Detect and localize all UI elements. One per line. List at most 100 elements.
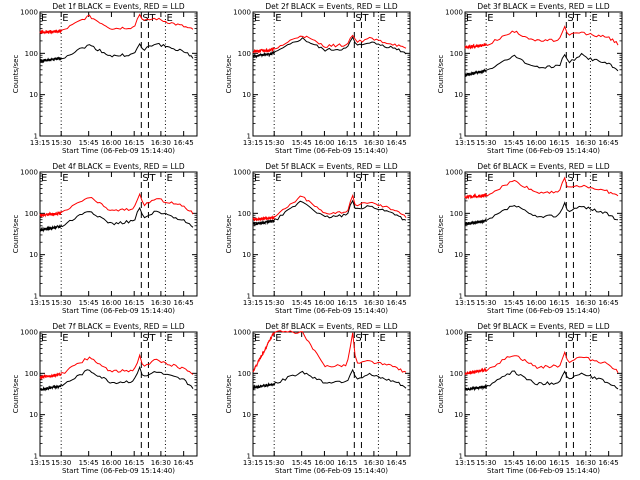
x-tick-label: 16:30 (576, 459, 596, 467)
y-tick-label: 100 (238, 210, 251, 218)
y-tick-label: 1 (459, 133, 463, 141)
panel-title: Det 1f BLACK = Events, RED = LLD (52, 2, 185, 11)
x-tick-label: 16:45 (387, 459, 407, 467)
event-marker-label: E (379, 333, 385, 344)
x-tick-label: 16:15 (337, 299, 357, 307)
y-tick-label: 1 (247, 293, 251, 301)
panel-title: Det 3f BLACK = Events, RED = LLD (477, 2, 610, 11)
x-tick-label: 16:30 (576, 299, 596, 307)
y-tick-label: 1 (459, 453, 463, 461)
x-tick-label: 16:15 (124, 139, 144, 147)
detector-panel: Det 5f BLACK = Events, RED = LLD 1 10 100 10… (225, 162, 411, 315)
panel-title: Det 8f BLACK = Events, RED = LLD (265, 322, 398, 331)
y-tick-label: 1 (247, 453, 251, 461)
x-tick-label: 16:00 (526, 299, 546, 307)
y-tick-label: 10 (29, 411, 38, 419)
event-marker-label: T (361, 13, 369, 24)
lld-series-line (252, 34, 407, 54)
y-tick-label: 1 (459, 293, 463, 301)
x-axis-label: Start Time (06-Feb-09 15:14:40) (487, 147, 600, 155)
event-marker-label: S (355, 13, 361, 24)
x-axis-label: Start Time (06-Feb-09 15:14:40) (275, 467, 388, 475)
y-tick-label: 1000 (233, 329, 251, 337)
x-tick-label: 15:30 (51, 459, 71, 467)
event-marker-label: E (62, 173, 68, 184)
x-tick-label: 15:45 (504, 459, 524, 467)
lld-series-line (39, 192, 194, 218)
event-marker-label: E (166, 173, 172, 184)
event-marker-label: E (379, 13, 385, 24)
detector-panel: Det 7f BLACK = Events, RED = LLD 1 10 100 10… (12, 322, 198, 475)
y-tick-label: 100 (238, 370, 251, 378)
plot-frame (39, 11, 198, 137)
x-tick-label: 16:45 (387, 139, 407, 147)
x-tick-label: 16:45 (174, 299, 194, 307)
x-tick-label: 16:30 (364, 459, 384, 467)
x-tick-label: 16:00 (526, 459, 546, 467)
x-axis-label: Start Time (06-Feb-09 15:14:40) (487, 467, 600, 475)
event-marker-label: S (142, 333, 148, 344)
event-marker-label: T (573, 333, 581, 344)
x-tick-label: 15:30 (476, 139, 496, 147)
x-tick-label: 15:45 (292, 139, 312, 147)
x-tick-label: 16:15 (549, 139, 569, 147)
x-tick-label: 15:45 (292, 459, 312, 467)
event-marker-label: E (166, 13, 172, 24)
y-tick-label: 100 (238, 50, 251, 58)
y-tick-label: 1000 (20, 9, 38, 17)
x-tick-label: 13:15 (455, 459, 475, 467)
y-tick-label: 1000 (20, 329, 38, 337)
events-series-line (39, 206, 194, 233)
x-axis-label: Start Time (06-Feb-09 15:14:40) (62, 147, 175, 155)
lld-series-line (464, 350, 619, 375)
y-axis-label: Counts/sec (12, 215, 20, 254)
x-tick-label: 16:00 (101, 459, 121, 467)
y-tick-label: 1 (247, 133, 251, 141)
x-axis-label: Start Time (06-Feb-09 15:14:40) (62, 307, 175, 315)
event-marker-label: E (62, 333, 68, 344)
event-marker-label: E (275, 173, 281, 184)
event-marker-label: E (254, 173, 260, 184)
x-tick-label: 15:30 (264, 139, 284, 147)
x-tick-label: 16:45 (599, 459, 619, 467)
y-tick-label: 10 (242, 411, 251, 419)
panel-title: Det 5f BLACK = Events, RED = LLD (265, 162, 398, 171)
y-axis-label: Counts/sec (437, 215, 445, 254)
plot-frame (39, 171, 198, 297)
event-marker-label: T (148, 173, 156, 184)
y-tick-label: 100 (450, 50, 463, 58)
detector-panel: Det 8f BLACK = Events, RED = LLD 1 10 100 10… (225, 322, 411, 475)
event-marker-label: T (573, 13, 581, 24)
detector-panel: Det 1f BLACK = Events, RED = LLD 1 10 100 10… (12, 2, 198, 155)
event-marker-label: E (275, 13, 281, 24)
x-tick-label: 13:15 (243, 139, 263, 147)
y-axis-label: Counts/sec (12, 375, 20, 414)
y-tick-label: 10 (242, 91, 251, 99)
x-axis-label: Start Time (06-Feb-09 15:14:40) (487, 307, 600, 315)
event-marker-label: S (355, 333, 361, 344)
x-tick-label: 15:30 (264, 299, 284, 307)
panel-title: Det 2f BLACK = Events, RED = LLD (265, 2, 398, 11)
x-tick-label: 15:30 (264, 459, 284, 467)
event-marker-label: E (466, 333, 472, 344)
lld-series-line (464, 25, 619, 50)
x-tick-label: 15:45 (292, 299, 312, 307)
detector-panel: Det 4f BLACK = Events, RED = LLD 1 10 100 10… (12, 162, 198, 315)
event-marker-label: E (466, 173, 472, 184)
y-axis-label: Counts/sec (225, 375, 233, 414)
x-tick-label: 16:30 (364, 139, 384, 147)
event-marker-label: T (361, 173, 369, 184)
events-series-line (252, 36, 407, 59)
y-axis-label: Counts/sec (225, 55, 233, 94)
plot-frame (464, 171, 623, 297)
x-tick-label: 16:30 (364, 299, 384, 307)
y-tick-label: 10 (454, 251, 463, 259)
y-tick-label: 1 (34, 133, 38, 141)
x-axis-label: Start Time (06-Feb-09 15:14:40) (62, 467, 175, 475)
event-marker-label: E (275, 333, 281, 344)
x-tick-label: 16:45 (174, 139, 194, 147)
panel-title: Det 6f BLACK = Events, RED = LLD (477, 162, 610, 171)
y-tick-label: 100 (25, 210, 38, 218)
x-tick-label: 16:00 (526, 139, 546, 147)
